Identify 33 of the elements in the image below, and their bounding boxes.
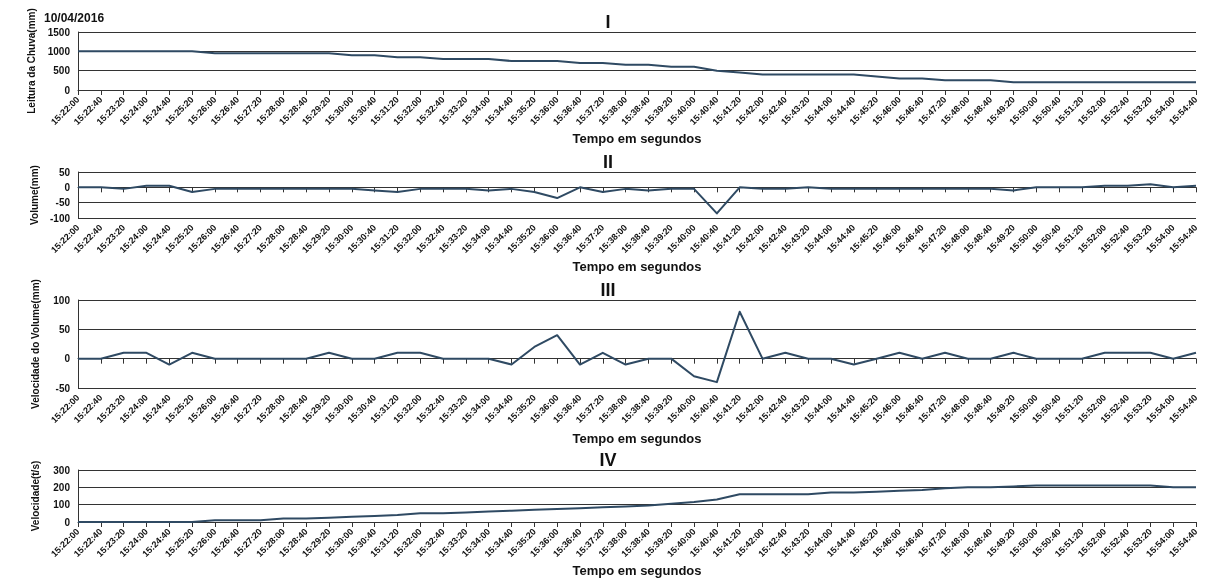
- line-series: [77, 50, 1197, 84]
- chart-title: III: [600, 280, 616, 300]
- y-tick-label: 1500: [47, 26, 71, 38]
- chart-title: II: [602, 152, 614, 172]
- line-series: [77, 310, 1197, 384]
- text: 10/04/2016: [44, 11, 105, 25]
- y-axis-title: Velocidade(t/s): [29, 460, 41, 532]
- line-series: [77, 183, 1197, 215]
- y-tick-label: -50: [55, 382, 71, 394]
- x-axis-title: Tempo em segundos: [572, 430, 702, 446]
- x-axis-title: Tempo em segundos: [572, 259, 702, 274]
- y-tick-label: 0: [64, 181, 71, 193]
- line-series: [77, 484, 1197, 523]
- y-tick-label: 50: [58, 323, 71, 335]
- y-tick-label: 300: [53, 464, 71, 476]
- x-axis-title: Tempo em segundos: [572, 563, 702, 578]
- y-axis-title: Velocidade do Volume(mm): [29, 279, 41, 409]
- y-tick-label: 500: [53, 65, 71, 77]
- y-tick-label: -100: [49, 212, 71, 224]
- y-tick-label: 200: [53, 481, 71, 493]
- y-tick-label: 0: [64, 516, 71, 528]
- y-tick-label: -50: [55, 197, 71, 209]
- y-axis-title: Leitura da Chuva(mm): [26, 8, 38, 114]
- y-tick-label: 100: [53, 294, 71, 306]
- chart-title: I: [605, 12, 611, 32]
- y-tick-label: 1000: [47, 45, 71, 57]
- y-tick-label: 0: [64, 353, 71, 365]
- y-tick-label: 0: [64, 84, 71, 96]
- chart-title: IV: [599, 450, 617, 470]
- y-tick-label: 100: [53, 499, 71, 511]
- x-axis-title: Tempo em segundos: [572, 131, 702, 146]
- y-axis-title: Volume(mm): [28, 165, 40, 225]
- y-tick-label: 50: [58, 166, 71, 178]
